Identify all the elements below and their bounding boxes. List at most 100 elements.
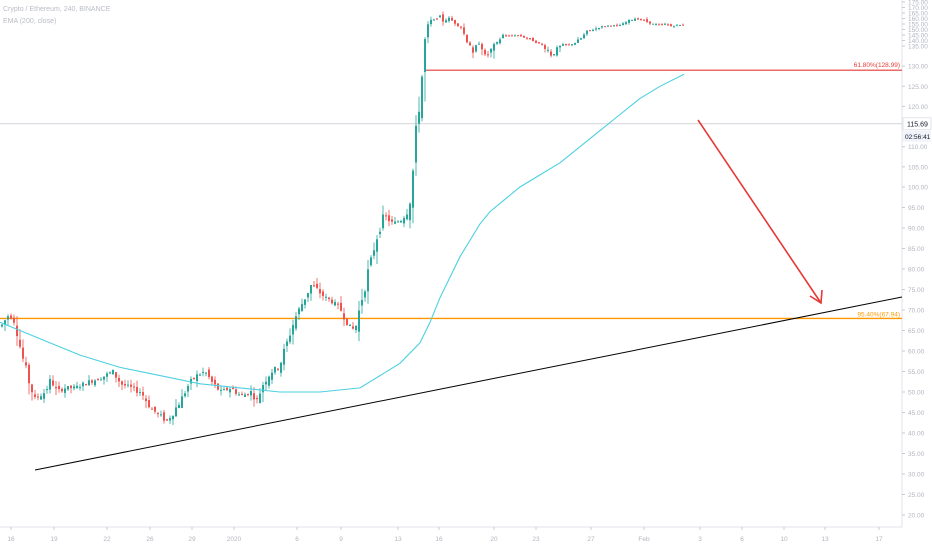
candle-body: [664, 23, 666, 25]
candle-body: [166, 419, 168, 421]
candle: [328, 297, 330, 302]
candle: [418, 96, 420, 133]
candle: [436, 18, 438, 21]
candle-body: [244, 394, 246, 397]
price-tick-label: 35.00: [908, 451, 925, 458]
candle-body: [229, 389, 231, 393]
candle: [607, 25, 609, 28]
candle-body: [322, 291, 324, 297]
candle-body: [421, 76, 423, 119]
candle-body: [574, 42, 576, 45]
candle-body: [586, 30, 588, 35]
candle-body: [547, 49, 549, 51]
candle: [439, 14, 441, 18]
candle: [403, 215, 405, 228]
candle-body: [295, 316, 297, 329]
time-tick-label: 17: [875, 536, 883, 543]
candle-body: [73, 386, 75, 389]
candle: [580, 37, 582, 40]
candle-body: [304, 299, 306, 305]
candle: [535, 39, 537, 44]
candle-body: [598, 28, 600, 30]
candle-body: [187, 385, 189, 392]
candle-body: [7, 316, 9, 320]
candle-body: [34, 394, 36, 397]
candle: [244, 392, 246, 397]
candle: [538, 42, 540, 44]
candle: [343, 307, 345, 327]
candle-body: [430, 19, 432, 25]
candle-body: [64, 388, 66, 393]
candle-body: [211, 376, 213, 382]
candle: [649, 21, 651, 26]
candle: [553, 53, 555, 57]
candle-body: [46, 389, 48, 391]
price-tick-label: 120.00: [908, 104, 928, 111]
candle-body: [568, 44, 570, 46]
candle: [280, 361, 282, 377]
candle: [457, 22, 459, 28]
candle-body: [616, 24, 618, 26]
candle-body: [316, 283, 318, 288]
candle-body: [52, 380, 54, 386]
candle: [31, 383, 33, 401]
candle: [28, 362, 30, 395]
candle: [682, 23, 684, 26]
candle-body: [463, 27, 465, 34]
candle-body: [109, 372, 111, 374]
candle: [208, 367, 210, 380]
candle-body: [226, 387, 228, 391]
candle-body: [82, 382, 84, 387]
candle: [310, 284, 312, 301]
candle-body: [232, 387, 234, 390]
candle-body: [550, 51, 552, 56]
time-tick-label: 13: [394, 536, 402, 543]
candle: [658, 23, 660, 26]
candle-body: [31, 384, 33, 393]
candle-body: [418, 111, 420, 124]
candle: [430, 16, 432, 27]
candle: [223, 387, 225, 391]
candle-body: [583, 34, 585, 39]
candle: [628, 19, 630, 25]
candle: [367, 259, 369, 304]
candle: [349, 324, 351, 327]
candle-body: [679, 24, 681, 26]
candle-body: [640, 19, 642, 21]
candle: [184, 390, 186, 398]
time-tick-label: 23: [532, 536, 540, 543]
candle-body: [607, 25, 609, 27]
candle: [415, 115, 417, 176]
candle-body: [115, 372, 117, 378]
price-tick-label: 130.00: [908, 64, 928, 71]
candle: [517, 35, 519, 37]
candle-body: [259, 393, 261, 403]
candle-body: [358, 310, 360, 332]
candle: [586, 30, 588, 37]
candle-body: [250, 391, 252, 396]
candle: [103, 376, 105, 385]
candle: [346, 318, 348, 327]
candle: [667, 23, 669, 27]
candle-body: [529, 38, 531, 40]
candle-body: [58, 385, 60, 390]
candle: [178, 402, 180, 409]
candle-body: [199, 374, 201, 376]
candle: [337, 301, 339, 310]
candle-body: [565, 43, 567, 45]
current-price-text: 115.69: [907, 121, 928, 128]
candle: [472, 45, 474, 59]
candle-body: [142, 392, 144, 396]
candle: [70, 385, 72, 394]
time-tick-label: 10: [780, 536, 788, 543]
price-tick-label: 25.00: [908, 492, 925, 499]
candle-body: [448, 17, 450, 22]
price-tick-label: 160.00: [908, 16, 928, 23]
candle-body: [658, 24, 660, 26]
candle: [238, 391, 240, 396]
projection-arrow: [697, 119, 822, 304]
candle-body: [394, 221, 396, 224]
candle-body: [202, 371, 204, 373]
